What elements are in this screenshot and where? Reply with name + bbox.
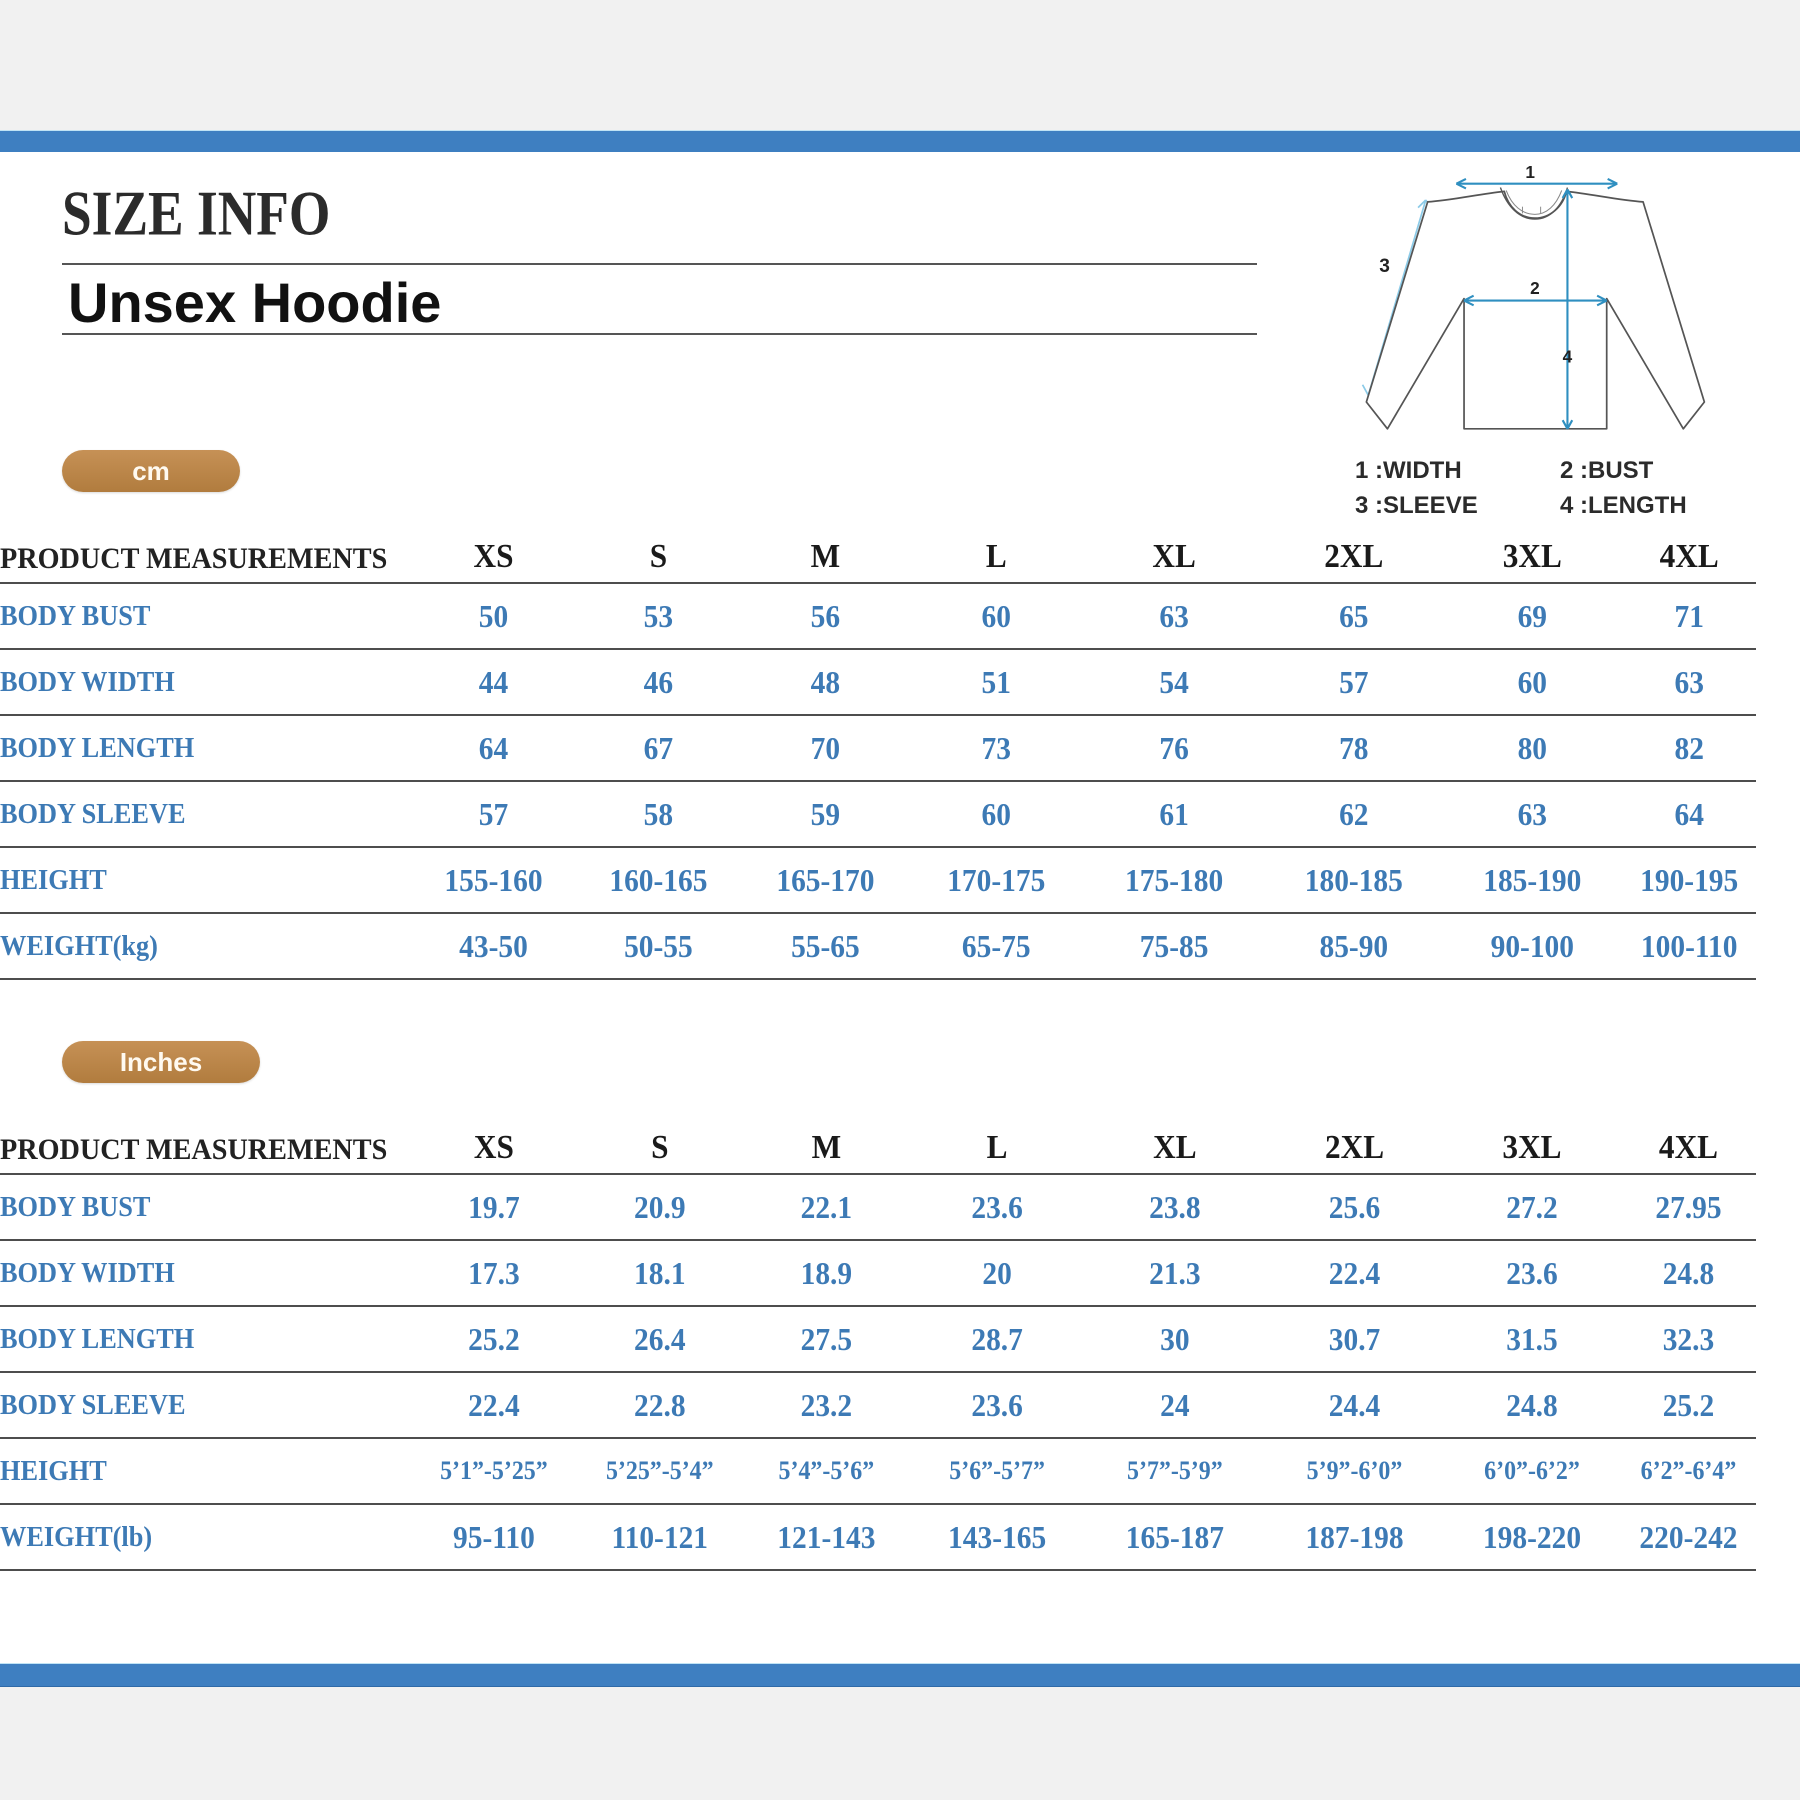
svg-text:2: 2	[1530, 278, 1540, 298]
svg-text:3: 3	[1379, 256, 1390, 277]
svg-text:1: 1	[1525, 162, 1535, 182]
svg-text:4: 4	[1563, 347, 1573, 367]
